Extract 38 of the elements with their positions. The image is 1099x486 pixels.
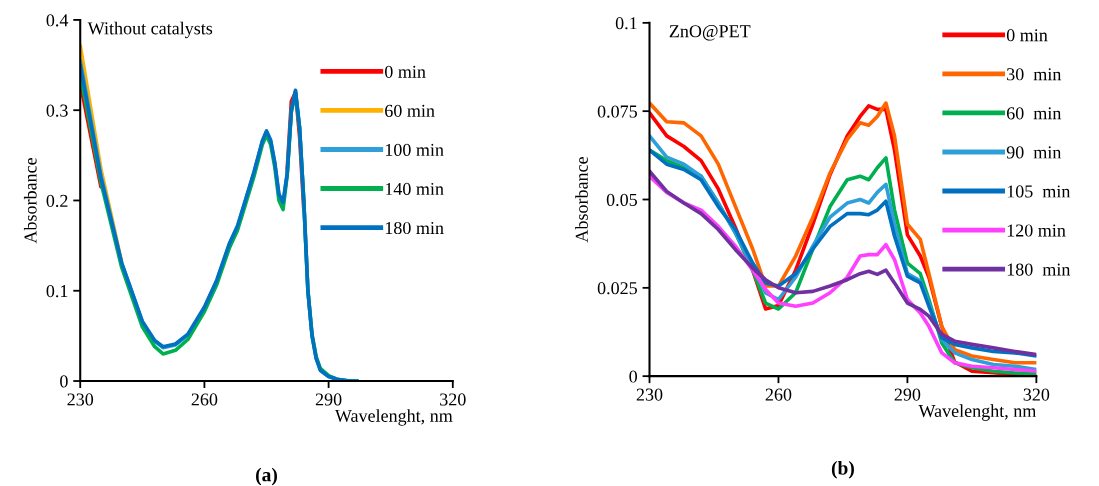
legend-label: 105 min [1007, 185, 1071, 198]
legend-label: 180 min [1007, 263, 1071, 276]
chart-title: Without catalysts [87, 21, 213, 39]
y-tick-label: 0.1 [46, 285, 68, 298]
x-tick-label: 230 [636, 388, 663, 401]
legend-label: 0 min [384, 65, 426, 78]
y-tick-label: 0.2 [46, 194, 68, 207]
x-tick-label: 290 [894, 388, 921, 401]
y-tick-label: 0.075 [597, 105, 637, 118]
x-axis-title: Wavelenght, nm [918, 404, 1037, 421]
legend-label: 60 min [1006, 107, 1062, 120]
x-tick-label: 260 [191, 393, 218, 406]
x-tick-label: 320 [440, 393, 466, 406]
text: (b) [831, 460, 854, 479]
legend-label: 140 min [385, 182, 444, 196]
legend-label: 90 min [1006, 146, 1062, 159]
y-axis-title: Absorbance [575, 157, 588, 243]
x-tick-label: 230 [67, 393, 94, 406]
y-tick-label: 0.05 [606, 193, 637, 207]
y-tick-label: 0.1 [615, 17, 637, 30]
y-tick-label: 0 [629, 370, 638, 383]
legend-label: 120 min [1007, 224, 1066, 237]
legend-label: 100 min [385, 143, 444, 156]
text: (a) [256, 467, 277, 486]
y-tick-label: 0.4 [46, 14, 69, 27]
chart-title: ZnO@PET [669, 25, 751, 41]
legend-label: 180 min [385, 221, 444, 235]
y-tick-label: 0 [60, 375, 68, 388]
y-axis-title: Absorbance [23, 157, 37, 244]
legend-label: 60 min [385, 104, 435, 117]
x-axis-title: Wavelenght, nm [334, 409, 453, 426]
x-tick-label: 290 [315, 393, 342, 406]
legend-label: 30 min [1007, 68, 1062, 81]
x-tick-label: 260 [765, 388, 792, 401]
y-tick-label: 0.025 [597, 282, 637, 295]
legend-label: 0 min [1006, 29, 1048, 42]
x-tick-label: 320 [1023, 388, 1050, 401]
y-tick-label: 0.3 [46, 104, 68, 117]
